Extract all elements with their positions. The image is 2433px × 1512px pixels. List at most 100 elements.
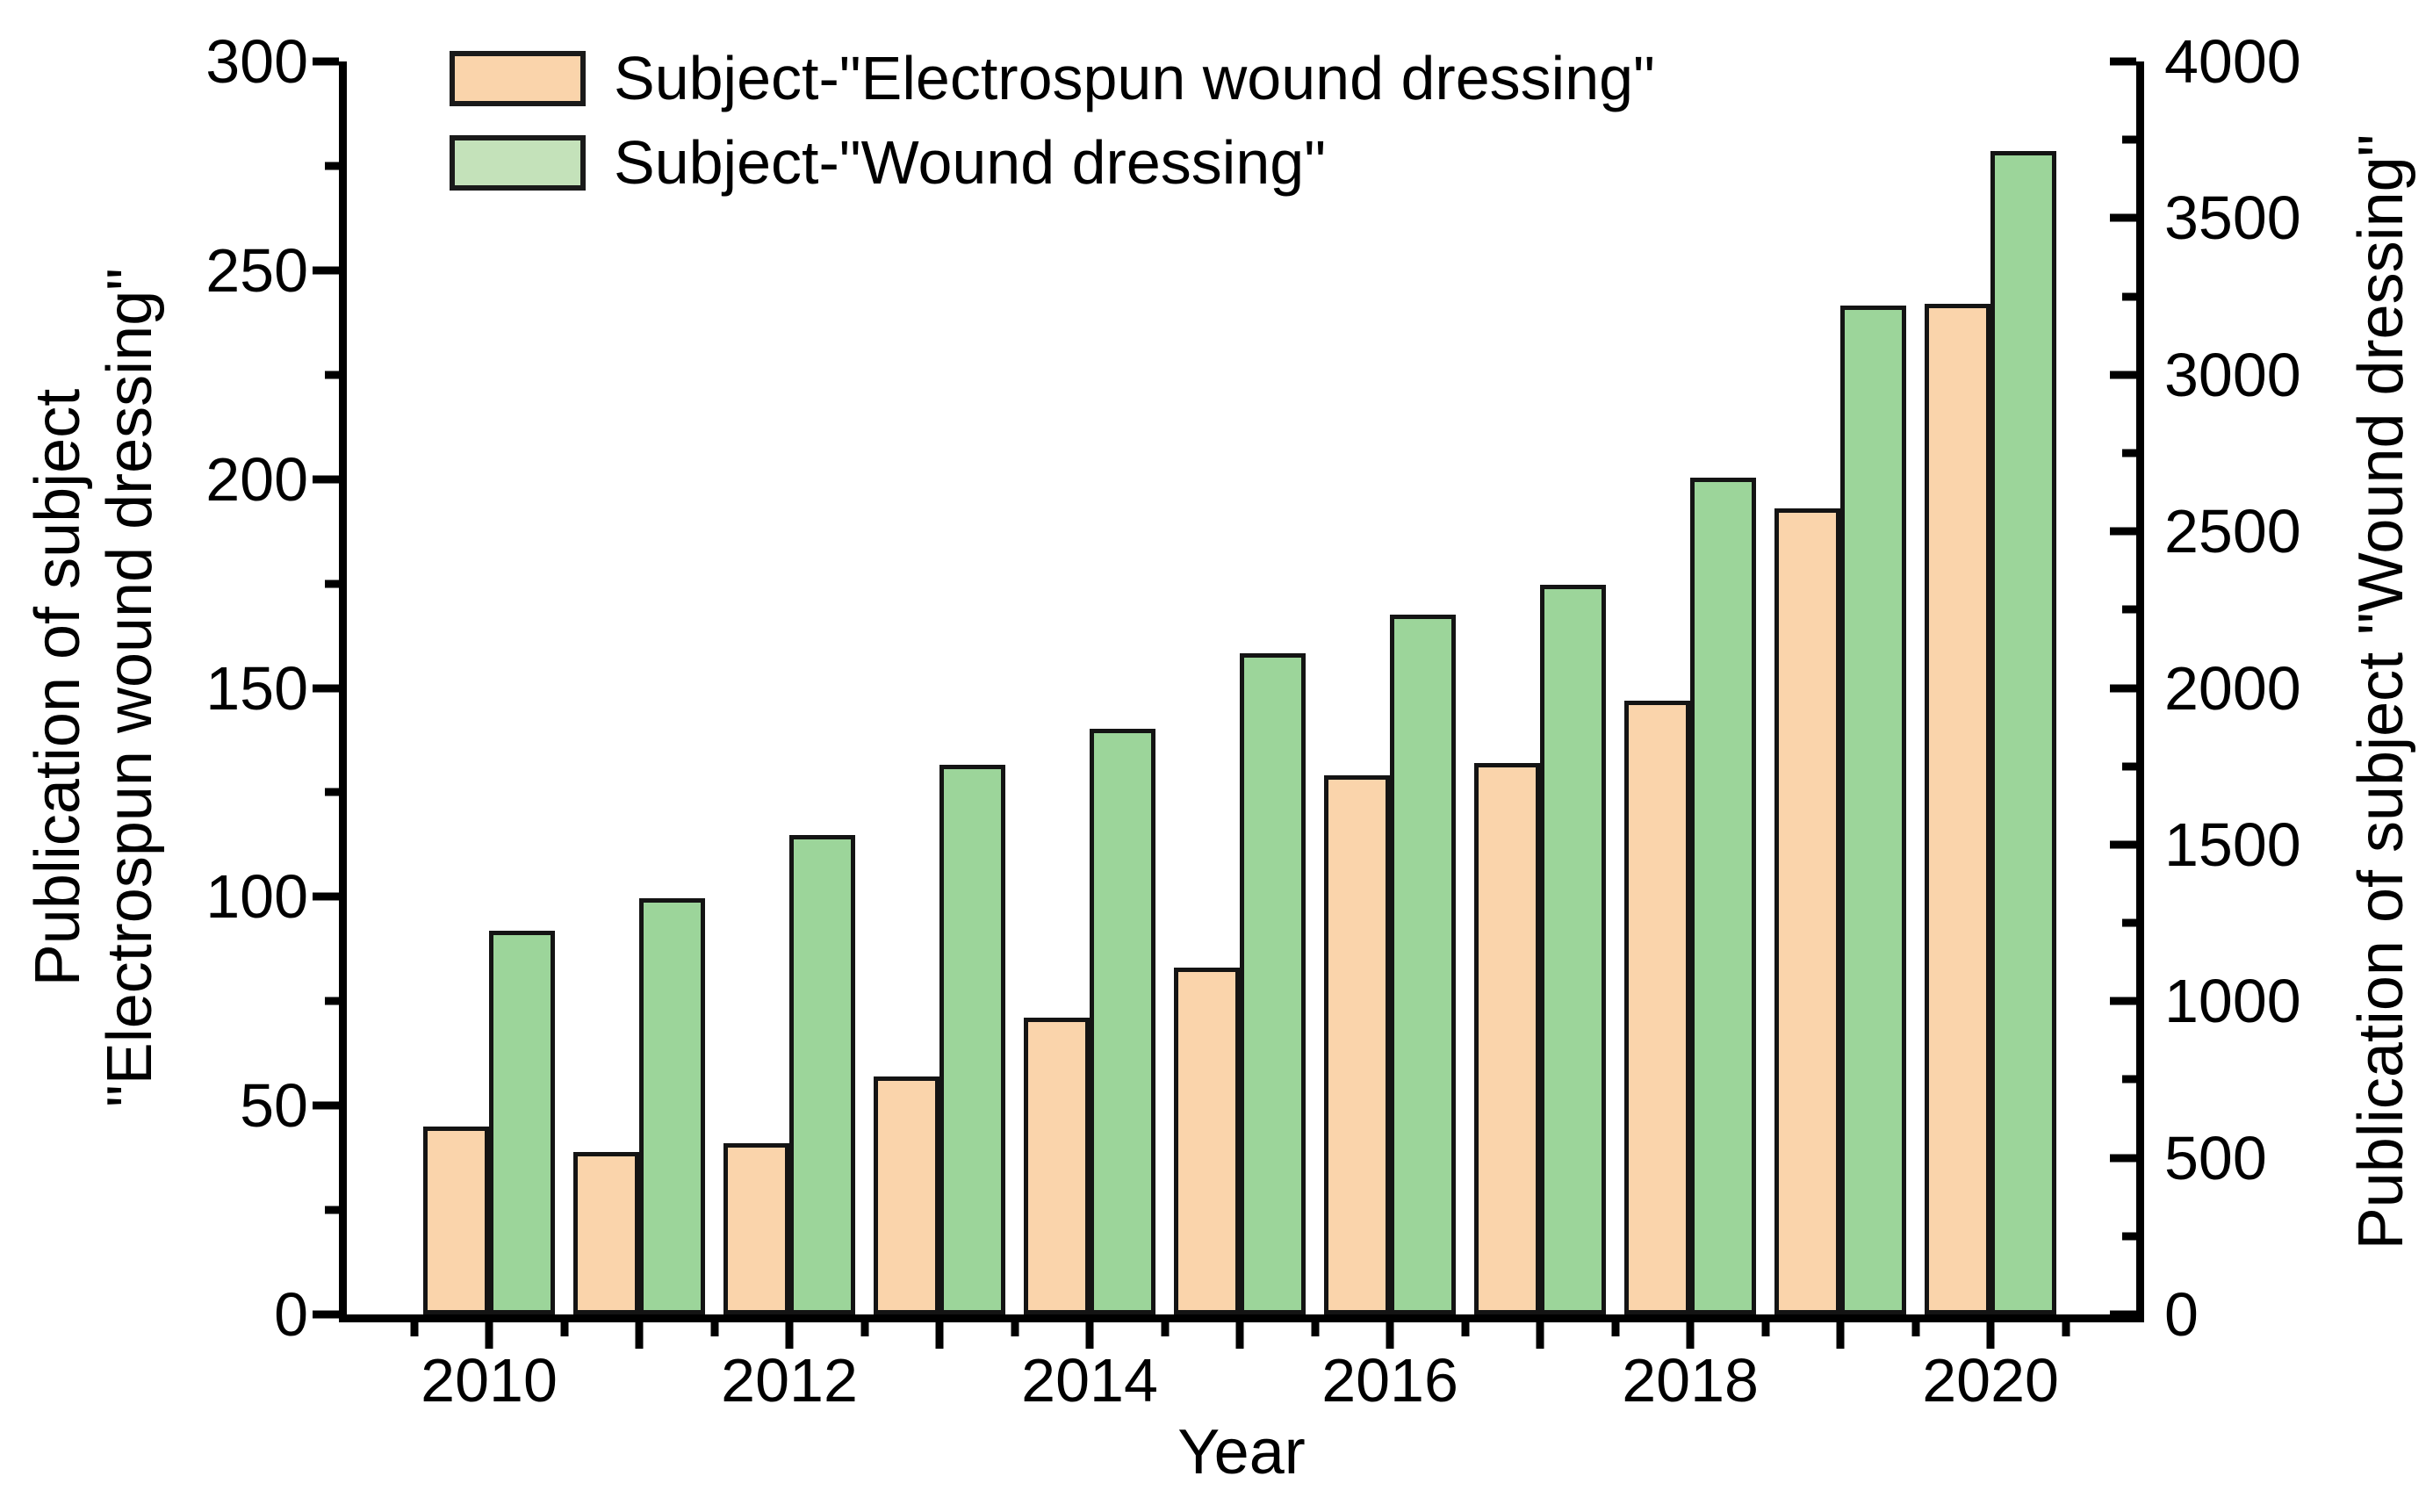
x-axis-minor-tick-2016.5 bbox=[1461, 1322, 1470, 1336]
x-axis-tick-label-2010: 2010 bbox=[421, 1346, 558, 1415]
right-axis-tick-label-3000: 3000 bbox=[2164, 340, 2301, 409]
right-axis-tick-label-1000: 1000 bbox=[2164, 967, 2301, 1036]
bar-wound-2016 bbox=[1390, 614, 1457, 1314]
right-axis-minor-tick-250 bbox=[2122, 1232, 2136, 1241]
bar-electrospun-2010 bbox=[423, 1126, 489, 1314]
right-axis-minor-tick-3250 bbox=[2122, 292, 2136, 301]
left-axis-tick-label-200: 200 bbox=[205, 444, 308, 514]
x-axis-minor-tick-2010.5 bbox=[560, 1322, 568, 1336]
legend-item-electrospun: Subject-"Electrospun wound dressing" bbox=[450, 47, 1655, 110]
bar-wound-2011 bbox=[639, 897, 705, 1314]
left-axis-minor-tick-125 bbox=[325, 788, 339, 796]
left-axis-minor-tick-75 bbox=[325, 997, 339, 1005]
right-axis-title: Publication of subject "Wound dressing" bbox=[2346, 133, 2416, 1250]
x-axis-tick-label-2020: 2020 bbox=[1922, 1346, 2059, 1415]
x-axis-major-tick-2015 bbox=[1235, 1322, 1244, 1349]
left-axis-minor-tick-25 bbox=[325, 1206, 339, 1214]
x-axis-major-tick-2016 bbox=[1386, 1322, 1394, 1349]
x-axis-minor-tick-2019.5 bbox=[1911, 1322, 1920, 1336]
x-axis-minor-tick-2012.5 bbox=[860, 1322, 869, 1336]
right-axis-minor-tick-750 bbox=[2122, 1075, 2136, 1084]
left-axis-tick-label-0: 0 bbox=[274, 1280, 308, 1349]
x-axis-major-tick-2020 bbox=[1986, 1322, 1995, 1349]
bar-wound-2014 bbox=[1090, 728, 1156, 1314]
x-axis-tick-label-2014: 2014 bbox=[1021, 1346, 1158, 1415]
x-axis-major-tick-2018 bbox=[1686, 1322, 1695, 1349]
bar-electrospun-2016 bbox=[1324, 775, 1391, 1314]
x-axis-major-tick-2012 bbox=[785, 1322, 794, 1349]
bar-electrospun-2015 bbox=[1174, 968, 1241, 1314]
left-axis-tick-label-50: 50 bbox=[240, 1071, 308, 1141]
right-axis-major-tick-0 bbox=[2110, 1310, 2136, 1319]
x-axis-tick-label-2016: 2016 bbox=[1321, 1346, 1458, 1415]
left-axis-tick-label-100: 100 bbox=[205, 862, 308, 932]
bar-electrospun-2020 bbox=[1925, 303, 1991, 1314]
right-axis-tick-label-500: 500 bbox=[2164, 1123, 2267, 1192]
bar-electrospun-2014 bbox=[1024, 1018, 1091, 1314]
right-axis-major-tick-1500 bbox=[2110, 840, 2136, 849]
x-axis-major-tick-2013 bbox=[935, 1322, 944, 1349]
legend-label-electrospun: Subject-"Electrospun wound dressing" bbox=[614, 44, 1655, 112]
left-axis-major-tick-150 bbox=[313, 684, 339, 692]
right-axis-tick-label-0: 0 bbox=[2164, 1280, 2199, 1349]
right-axis-major-tick-2000 bbox=[2110, 684, 2136, 692]
left-axis-title-line1: Publication of subject bbox=[23, 388, 93, 987]
x-axis-major-tick-2011 bbox=[635, 1322, 644, 1349]
left-axis-title: Publication of subject "Electrospun woun… bbox=[22, 0, 166, 1478]
right-axis-minor-tick-3750 bbox=[2122, 135, 2136, 144]
right-axis-tick-label-3500: 3500 bbox=[2164, 184, 2301, 253]
left-axis-major-tick-0 bbox=[313, 1310, 339, 1319]
x-axis-tick-label-2018: 2018 bbox=[1622, 1346, 1759, 1415]
right-axis-minor-tick-1750 bbox=[2122, 762, 2136, 771]
x-axis-minor-tick-2018.5 bbox=[1761, 1322, 1770, 1336]
legend: Subject-"Electrospun wound dressing" Sub… bbox=[450, 47, 1655, 215]
x-axis-minor-tick-2009.5 bbox=[410, 1322, 418, 1336]
right-axis-minor-tick-2750 bbox=[2122, 449, 2136, 457]
x-axis-minor-tick-2020.5 bbox=[2062, 1322, 2070, 1336]
left-axis-line bbox=[339, 61, 347, 1322]
right-axis-major-tick-4000 bbox=[2110, 57, 2136, 66]
bar-wound-2012 bbox=[789, 835, 856, 1314]
right-axis-tick-label-1500: 1500 bbox=[2164, 810, 2301, 879]
left-axis-major-tick-300 bbox=[313, 57, 339, 66]
x-axis-major-tick-2017 bbox=[1536, 1322, 1544, 1349]
bar-electrospun-2019 bbox=[1774, 508, 1841, 1314]
right-axis-line bbox=[2136, 61, 2144, 1322]
right-axis-major-tick-1000 bbox=[2110, 997, 2136, 1005]
bar-wound-2020 bbox=[1990, 150, 2057, 1314]
right-axis-major-tick-3500 bbox=[2110, 213, 2136, 222]
right-axis-tick-label-2500: 2500 bbox=[2164, 497, 2301, 566]
x-axis-major-tick-2010 bbox=[485, 1322, 493, 1349]
bar-wound-2010 bbox=[489, 930, 555, 1314]
x-axis-minor-tick-2015.5 bbox=[1311, 1322, 1320, 1336]
bottom-axis-line bbox=[339, 1314, 2144, 1322]
left-axis-tick-label-150: 150 bbox=[205, 653, 308, 723]
bar-electrospun-2013 bbox=[874, 1076, 940, 1314]
bar-wound-2017 bbox=[1540, 584, 1607, 1314]
left-axis-tick-label-300: 300 bbox=[205, 27, 308, 96]
right-axis-major-tick-3000 bbox=[2110, 371, 2136, 379]
right-axis-minor-tick-1250 bbox=[2122, 918, 2136, 927]
left-axis-minor-tick-175 bbox=[325, 580, 339, 588]
right-axis-tick-label-4000: 4000 bbox=[2164, 27, 2301, 96]
x-axis-major-tick-2019 bbox=[1836, 1322, 1845, 1349]
legend-item-wound: Subject-"Wound dressing" bbox=[450, 131, 1655, 194]
left-axis-minor-tick-275 bbox=[325, 162, 339, 170]
left-axis-major-tick-50 bbox=[313, 1101, 339, 1110]
left-axis-title-line2: "Electrospun wound dressing" bbox=[95, 268, 165, 1107]
right-axis-major-tick-500 bbox=[2110, 1154, 2136, 1163]
right-axis-minor-tick-2250 bbox=[2122, 605, 2136, 614]
bar-wound-2013 bbox=[939, 764, 1006, 1314]
legend-swatch-wound bbox=[450, 134, 586, 191]
x-axis-minor-tick-2017.5 bbox=[1611, 1322, 1620, 1336]
bar-electrospun-2017 bbox=[1474, 763, 1541, 1314]
bar-electrospun-2012 bbox=[723, 1142, 790, 1314]
bar-wound-2019 bbox=[1840, 306, 1907, 1314]
bar-wound-2018 bbox=[1690, 478, 1757, 1314]
left-axis-major-tick-100 bbox=[313, 892, 339, 901]
bar-electrospun-2011 bbox=[573, 1151, 639, 1314]
legend-swatch-electrospun bbox=[450, 50, 586, 106]
right-axis-major-tick-2500 bbox=[2110, 527, 2136, 536]
left-axis-major-tick-200 bbox=[313, 475, 339, 484]
bar-electrospun-2018 bbox=[1624, 700, 1691, 1314]
